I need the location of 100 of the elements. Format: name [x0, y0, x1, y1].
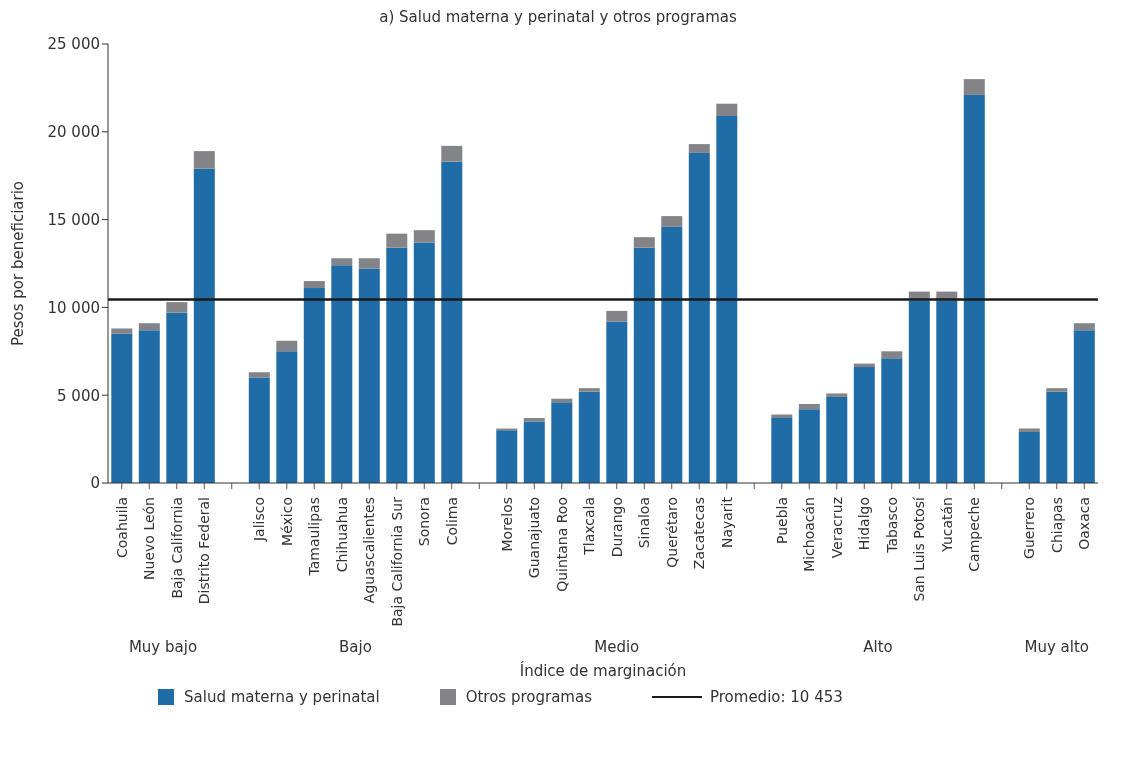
bar [193, 151, 215, 169]
bar [193, 168, 215, 483]
x-tick-label: Yucatán [938, 497, 955, 554]
x-tick-label: Sonora [416, 497, 433, 547]
y-axis-title: Pesos por beneficiario [9, 181, 28, 346]
bar [111, 333, 133, 483]
legend-label: Promedio: 10 453 [708, 688, 843, 706]
y-tick-label: 5 000 [57, 386, 100, 405]
bar [358, 258, 380, 269]
x-tick-label: Oaxaca [1076, 497, 1093, 550]
bar [166, 312, 188, 483]
x-tick-label: Coahuila [113, 497, 130, 559]
bar [303, 288, 325, 483]
x-tick-label: Distrito Federal [196, 497, 213, 605]
bar [578, 388, 600, 392]
bar [138, 323, 160, 331]
bar [111, 328, 133, 334]
bar [661, 216, 683, 227]
bar [1046, 391, 1068, 483]
y-tick-label: 0 [90, 474, 100, 493]
bar [826, 393, 848, 397]
x-tick-label: Baja California Sur [388, 496, 405, 627]
legend-label: Salud materna y perinatal [183, 688, 380, 706]
x-tick-label: Tlaxcala [581, 497, 598, 556]
bar [606, 321, 628, 483]
bar [963, 94, 985, 483]
bar [798, 409, 820, 483]
bar [551, 402, 573, 483]
bar [688, 144, 710, 153]
x-tick-label: Nuevo León [141, 497, 158, 580]
x-tick-label: Tamaulipas [306, 497, 323, 577]
bar [881, 358, 903, 483]
bar [523, 418, 545, 422]
x-tick-label: Zacatecas [691, 497, 708, 570]
bar [276, 351, 298, 483]
x-tick-label: Sinaloa [636, 497, 653, 549]
y-tick-label: 15 000 [47, 210, 100, 229]
x-tick-label: México [278, 497, 295, 546]
x-tick-label: Guanajuato [526, 497, 543, 579]
bar [1073, 323, 1095, 331]
bar [853, 367, 875, 483]
bar [276, 340, 298, 352]
text: Medio [593, 638, 641, 656]
x-tick-label: Nayarit [718, 496, 735, 549]
bar [578, 391, 600, 483]
y-tick-label: 25 000 [47, 35, 100, 54]
bar [633, 237, 655, 248]
bar [716, 103, 738, 116]
bar [166, 302, 188, 313]
bar [413, 230, 435, 243]
x-tick-label: Chiapas [1048, 497, 1065, 553]
x-tick-label: San Luis Potosí [911, 495, 928, 602]
bar [358, 268, 380, 483]
text: Alto [862, 638, 894, 656]
bar [523, 421, 545, 483]
x-tick-label: Colima [443, 497, 460, 546]
bar [331, 258, 353, 266]
bar [441, 145, 463, 162]
x-axis-title: Índice de marginación [518, 662, 688, 680]
text: Bajo [338, 638, 373, 656]
bar [1018, 432, 1040, 483]
bar [1073, 330, 1095, 483]
bar [248, 377, 270, 483]
bar [606, 310, 628, 322]
x-tick-label: Chihuahua [333, 497, 350, 573]
bar [441, 161, 463, 483]
x-tick-label: Aguascalientes [361, 497, 378, 604]
y-tick-label: 10 000 [47, 298, 100, 317]
x-tick-label: Veracruz [828, 497, 845, 559]
x-tick-label: Puebla [773, 497, 790, 545]
text: Muy bajo [127, 638, 199, 656]
x-tick-label: Hidalgo [856, 497, 873, 551]
bar [716, 116, 738, 483]
bar [688, 152, 710, 483]
x-tick-label: Baja California [168, 497, 185, 599]
x-tick-label: Jalisco [251, 497, 268, 543]
x-tick-label: Tabasco [883, 497, 900, 554]
y-tick-label: 20 000 [47, 123, 100, 142]
bar [798, 403, 820, 410]
x-tick-label: Campeche [966, 497, 983, 572]
bar [138, 330, 160, 483]
bar [386, 233, 408, 248]
bar [331, 265, 353, 483]
bar [826, 396, 848, 483]
bar [771, 418, 793, 483]
bar [936, 300, 958, 483]
legend-label: Otros programas [464, 688, 592, 706]
bar [496, 430, 518, 483]
bar [413, 242, 435, 483]
x-tick-label: Durango [608, 497, 625, 558]
bar [661, 226, 683, 483]
x-tick-label: Michoacán [801, 497, 818, 572]
bar [386, 247, 408, 483]
bar [963, 79, 985, 95]
bar [1046, 388, 1068, 392]
text: Muy alto [1023, 638, 1090, 656]
bar [248, 372, 270, 378]
chart-title: a) Salud materna y perinatal y otros programas [378, 8, 738, 26]
bar [303, 281, 325, 289]
x-tick-label: Querétaro [663, 497, 680, 568]
